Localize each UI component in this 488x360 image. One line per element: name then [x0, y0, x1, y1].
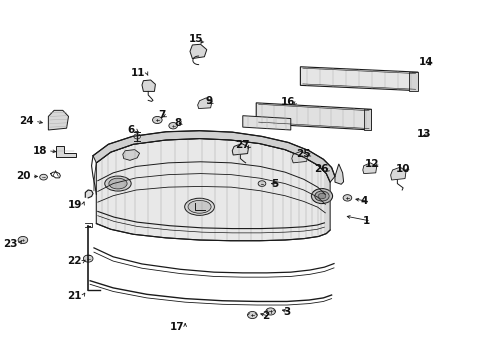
Polygon shape	[408, 72, 417, 91]
Circle shape	[18, 237, 28, 244]
Polygon shape	[256, 103, 371, 130]
Circle shape	[168, 122, 177, 129]
Ellipse shape	[314, 191, 328, 201]
Text: 11: 11	[131, 68, 145, 78]
Polygon shape	[291, 152, 307, 163]
Text: 16: 16	[281, 97, 295, 107]
Polygon shape	[242, 116, 290, 130]
Text: 21: 21	[67, 291, 82, 301]
Polygon shape	[197, 98, 212, 109]
Polygon shape	[48, 111, 68, 130]
Circle shape	[83, 255, 93, 262]
Text: 18: 18	[32, 146, 47, 156]
Text: 26: 26	[313, 164, 327, 174]
Text: 13: 13	[416, 129, 430, 139]
Text: 6: 6	[127, 125, 135, 135]
Circle shape	[134, 134, 140, 139]
Polygon shape	[93, 131, 334, 182]
Text: 14: 14	[418, 57, 433, 67]
Text: 25: 25	[296, 149, 310, 159]
Circle shape	[258, 181, 265, 186]
Ellipse shape	[109, 178, 127, 189]
Polygon shape	[364, 109, 371, 130]
Ellipse shape	[104, 176, 131, 191]
Polygon shape	[362, 163, 376, 174]
Polygon shape	[122, 150, 139, 160]
Text: 23: 23	[3, 239, 18, 249]
Text: 24: 24	[20, 116, 34, 126]
Text: 9: 9	[205, 96, 213, 107]
Text: 3: 3	[283, 307, 290, 317]
Circle shape	[265, 308, 275, 315]
Text: 20: 20	[16, 171, 31, 181]
Polygon shape	[232, 144, 248, 155]
Polygon shape	[300, 67, 417, 91]
Text: 27: 27	[235, 140, 249, 150]
Text: 12: 12	[365, 159, 379, 169]
Text: 19: 19	[67, 200, 82, 210]
Polygon shape	[189, 44, 206, 59]
Circle shape	[40, 174, 47, 180]
Text: 5: 5	[271, 179, 278, 189]
Text: 4: 4	[360, 197, 367, 206]
Text: 8: 8	[174, 118, 181, 128]
Polygon shape	[56, 146, 76, 157]
Polygon shape	[85, 190, 93, 198]
Text: 2: 2	[262, 311, 268, 321]
Text: 7: 7	[158, 110, 165, 120]
Text: 10: 10	[395, 164, 410, 174]
Ellipse shape	[318, 193, 325, 199]
Ellipse shape	[188, 201, 211, 213]
Text: 15: 15	[188, 34, 203, 44]
Text: 17: 17	[169, 322, 184, 332]
Ellipse shape	[311, 189, 332, 203]
Text: 22: 22	[67, 256, 82, 266]
Text: 1: 1	[362, 216, 369, 226]
Circle shape	[152, 116, 162, 123]
Polygon shape	[334, 164, 343, 184]
Ellipse shape	[184, 198, 214, 215]
Circle shape	[247, 311, 257, 319]
Polygon shape	[96, 139, 329, 241]
Polygon shape	[142, 80, 155, 91]
Circle shape	[343, 195, 351, 201]
Polygon shape	[390, 167, 405, 180]
